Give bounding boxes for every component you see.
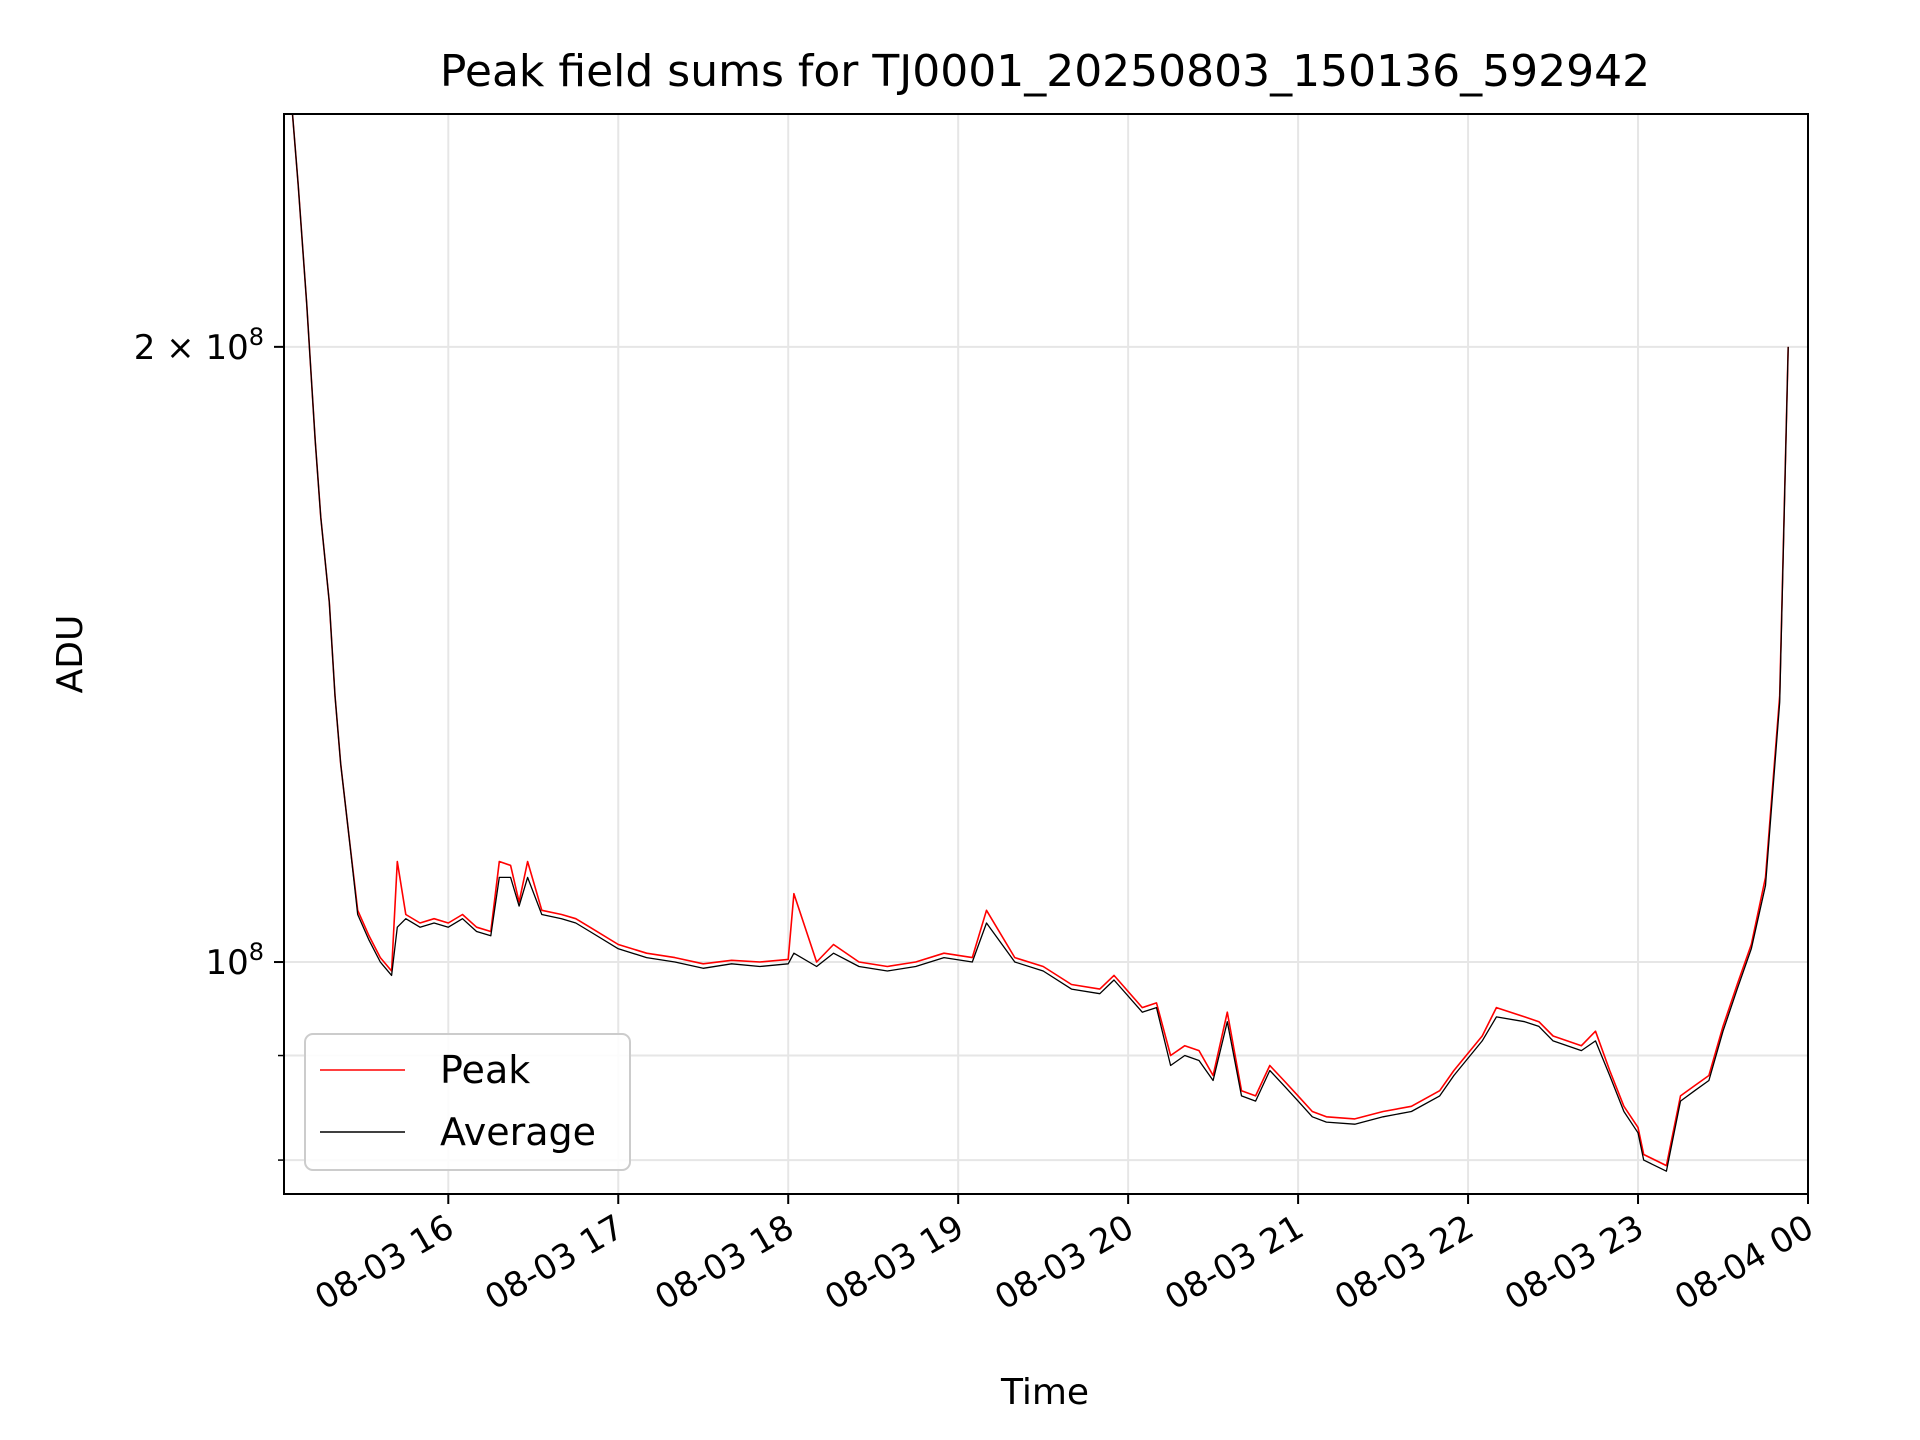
legend-label-peak: Peak <box>440 1048 530 1092</box>
average-series-line <box>291 114 1789 1172</box>
y-axis: 108 2 × 108 <box>134 323 284 1161</box>
legend-label-average: Average <box>440 1110 596 1154</box>
y-tick-label: 2 × 108 <box>134 323 264 368</box>
peak-series-line <box>291 114 1789 1167</box>
legend: Peak Average <box>304 1033 631 1171</box>
plot-frame <box>283 113 1809 1195</box>
legend-frame <box>304 1033 631 1171</box>
y-axis-title: ADU <box>50 615 91 694</box>
y-tick-label: 108 <box>205 938 264 983</box>
x-axis-title: Time <box>1000 1372 1089 1413</box>
chart-title: Peak field sums for TJ0001_20250803_1501… <box>440 46 1650 97</box>
plot-area <box>291 114 1789 1172</box>
